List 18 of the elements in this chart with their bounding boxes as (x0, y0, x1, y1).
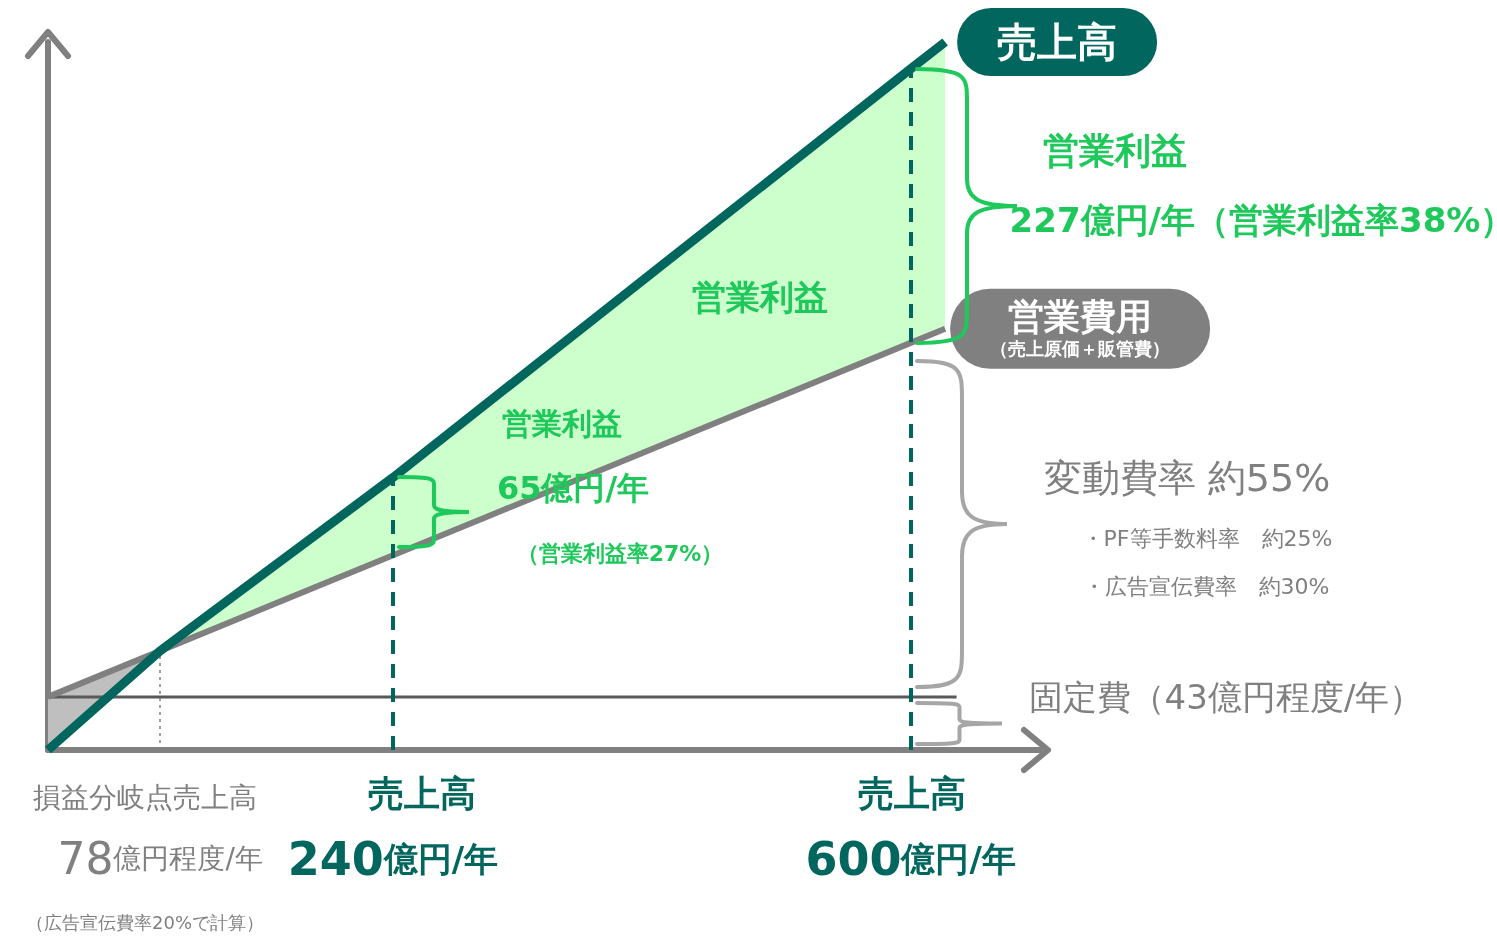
text: 営業利益 (1043, 129, 1187, 171)
annotation: 営業利益 (502, 405, 622, 441)
text: 固定費（43億円程度/年） (1028, 676, 1424, 717)
series-label: 売上高 (997, 19, 1118, 65)
text: 変動費率 約55% (1043, 456, 1331, 500)
text: ・広告宣伝費率 約30% (1082, 573, 1330, 599)
annotation: 営業利益 (692, 277, 828, 317)
text: 売上高 (858, 772, 966, 814)
text: ・PF等手数料率 約25% (1081, 525, 1333, 551)
x-tick-label: 240億円/年 (287, 832, 499, 886)
x-tick-label: 600億円/年 (805, 832, 1016, 886)
text: （広告宣伝費率20%で計算） (25, 911, 265, 933)
series-label: 営業費用（売上原価＋販管費） (990, 296, 1171, 360)
x-tick-label: 78億円程度/年 (57, 832, 263, 884)
annotation: （営業利益率27%） (516, 540, 724, 566)
text: 売上高 (368, 772, 476, 814)
text: 損益分岐点売上高 (33, 780, 257, 814)
annotation: 227億円/年（営業利益率38%） (1009, 200, 1497, 240)
